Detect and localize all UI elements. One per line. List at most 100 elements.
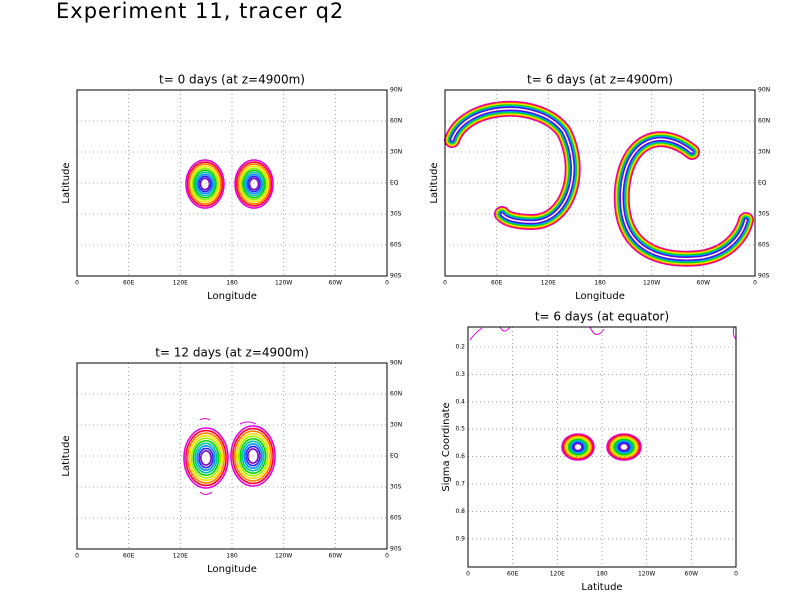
contour [574, 444, 582, 450]
y-tick-label: 90S [758, 273, 770, 280]
y-tick-label: 60S [758, 242, 770, 249]
y-tick-label: 60N [390, 391, 402, 398]
contour [196, 173, 214, 195]
y-tick-label: EQ [390, 180, 399, 187]
x-tick-label: 0 [75, 553, 79, 560]
contour [191, 167, 219, 201]
y-tick-label: 90S [390, 273, 402, 280]
contour [250, 179, 258, 189]
x-tick-label: 60E [123, 553, 135, 560]
contour [620, 444, 628, 450]
contour [190, 165, 220, 203]
contour [194, 171, 216, 197]
contour [188, 434, 224, 482]
contour [188, 163, 222, 205]
x-tick-label: 60W [697, 280, 711, 287]
plot-frame [76, 89, 388, 277]
contour [242, 169, 266, 199]
contour [199, 177, 211, 191]
plot-frame [76, 362, 388, 550]
x-tick-label: 60W [685, 571, 699, 578]
x-axis-label: Longitude [207, 291, 257, 302]
x-tick-label: 120E [541, 280, 556, 287]
x-tick-label: 0 [443, 280, 447, 287]
contour [237, 435, 269, 477]
y-tick-label: 0.7 [455, 481, 465, 488]
x-tick-label: 120E [550, 571, 565, 578]
contour [185, 159, 225, 209]
x-tick-label: 0 [385, 280, 389, 287]
panel-title: t= 6 days (at equator) [535, 310, 669, 324]
contour [247, 175, 261, 193]
x-tick-label: 180 [226, 280, 238, 287]
y-tick-label: 30S [390, 484, 402, 491]
contour [240, 167, 268, 201]
contour [573, 443, 583, 451]
x-tick-label: 60E [491, 280, 503, 287]
y-tick-label: 60N [390, 118, 402, 125]
x-tick-label: 120W [643, 280, 660, 287]
x-tick-label: 180 [596, 571, 608, 578]
contour [196, 445, 216, 471]
y-tick-label: 90S [390, 546, 402, 553]
y-axis-label: Latitude [61, 162, 72, 203]
x-tick-label: 120E [173, 553, 188, 560]
y-axis-label: Latitude [429, 162, 440, 203]
contour [192, 439, 220, 477]
x-tick-label: 120W [638, 571, 655, 578]
y-tick-label: 60S [390, 515, 402, 522]
y-tick-label: EQ [390, 453, 399, 460]
y-tick-label: 0.2 [455, 344, 465, 351]
contour [572, 442, 584, 452]
x-tick-label: 180 [226, 553, 238, 560]
x-tick-label: 0 [734, 571, 738, 578]
x-tick-label: 0 [385, 553, 389, 560]
y-tick-label: 30S [390, 211, 402, 218]
panel-title: t= 6 days (at z=4900m) [527, 73, 673, 87]
contour [237, 163, 271, 205]
y-tick-label: 60S [390, 242, 402, 249]
x-tick-label: 120E [173, 280, 188, 287]
contour [185, 429, 227, 487]
contour [469, 326, 737, 341]
contour [621, 138, 747, 260]
x-tick-label: 60W [329, 553, 343, 560]
contour [186, 432, 226, 484]
y-tick-label: 30S [758, 211, 770, 218]
contour [233, 430, 273, 482]
y-axis-label: Sigma Coordinate [441, 402, 452, 491]
x-tick-label: 60E [123, 280, 135, 287]
contour [613, 438, 635, 456]
plot-frame [467, 326, 737, 568]
x-tick-label: 120W [275, 280, 292, 287]
contour [561, 433, 595, 461]
contour [198, 447, 214, 469]
contour [245, 173, 263, 195]
contour [239, 165, 269, 203]
x-tick-label: 120W [275, 553, 292, 560]
contour [570, 440, 586, 454]
contour [241, 440, 265, 472]
y-tick-label: 0.8 [455, 508, 465, 515]
y-tick-label: 30N [390, 422, 402, 429]
contour [562, 434, 594, 460]
contour [201, 179, 209, 189]
figure-title: Experiment 11, tracer q2 [56, 0, 344, 23]
contour [569, 439, 587, 455]
y-tick-label: 90N [390, 87, 402, 94]
x-axis-label: Longitude [207, 564, 257, 575]
contour [230, 425, 276, 487]
x-axis-label: Latitude [581, 582, 622, 593]
y-tick-label: EQ [758, 180, 767, 187]
y-tick-label: 0.5 [455, 426, 465, 433]
contour [611, 437, 637, 457]
contour [198, 175, 212, 193]
y-tick-label: 60N [758, 118, 770, 125]
contour [616, 440, 632, 454]
contour [199, 418, 257, 495]
y-tick-label: 30N [390, 149, 402, 156]
contour [234, 159, 274, 209]
panel-title: t= 0 days (at z=4900m) [159, 73, 305, 87]
contour [614, 439, 634, 455]
